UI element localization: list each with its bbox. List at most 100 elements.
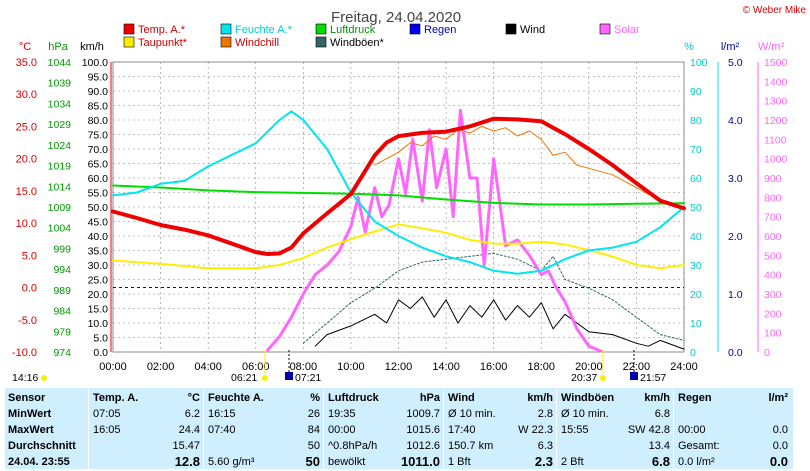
table-cell: 5.60 g/m³ 50 [205,455,325,469]
series-line-feuchte-a [112,110,685,275]
wind-tick-label: 0.0 [93,347,108,359]
legend-label: Windböen* [330,37,385,49]
table-cell-label: Temp. A. [93,392,139,404]
x-tick-label: 22:00 [623,361,651,373]
chart-title: Freitag, 24.04.2020 [331,9,461,26]
axis-unit-label: W/m² [758,41,785,53]
table-cell: 00:00 1015.6 [325,423,445,437]
axis-unit-label: hPa [48,41,68,53]
legend-label: Solar [614,24,640,36]
table-cell-label: Gesamt: [678,440,720,452]
temp-tick-label: 20.0 [16,154,37,166]
rain-tick-label: 0.0 [728,347,743,359]
wind-tick-label: 5.0 [93,333,108,345]
series-line-solar [266,108,603,353]
table-cell-value: 1012.6 [406,440,440,452]
table-header-cell: Feuchte A.% [205,391,325,405]
legend-swatch [505,23,517,35]
x-tick-label: 24:00 [670,361,698,373]
wind-tick-label: 15.0 [88,304,109,316]
table-header-cell: Temp. A. °C [90,391,205,405]
x-tick-label: 12:00 [385,361,413,373]
table-column-separator [323,388,324,469]
table-cell-value: l/m² [768,392,788,404]
wind-tick-label: 60.0 [88,173,109,185]
wind-tick-label: 65.0 [88,159,109,171]
table-cell-label: Wind [448,392,475,404]
solar-tick-label: 1200 [764,115,788,127]
table-cell-label: 15:55 [561,424,589,436]
humidity-tick-label: 40 [690,231,702,243]
x-tick-label: 10:00 [337,361,365,373]
pressure-tick-label: 974 [53,347,71,359]
humidity-tick-label: 90 [690,86,702,98]
table-column-separator [443,388,444,469]
axis-unit-label: % [684,41,694,53]
table-cell-value: 6.8 [654,408,670,420]
table-cell-label: 00:00 [678,424,706,436]
table-cell-label: Ø 10 min. [561,408,609,420]
wind-tick-label: 75.0 [88,130,109,142]
table-cell: 07:05 6.2 [90,407,205,421]
temp-tick-label: -5.0 [18,315,37,327]
legend-label: Luftdruck [330,24,376,36]
pressure-tick-label: 1029 [48,119,72,131]
x-tick-label: 06:00 [242,361,270,373]
table-cell-label: 16:05 [93,424,121,436]
pressure-tick-label: 1044 [48,57,72,69]
temp-tick-label: 30.0 [16,89,37,101]
wind-tick-label: 40.0 [88,231,109,243]
humidity-tick-label: 70 [690,144,702,156]
table-cell-value: 50 [305,454,320,469]
table-cell-value: °C [187,392,200,404]
table-cell-value: 0.0 [769,454,788,469]
legend-label: Temp. A.* [138,24,186,36]
sun-label-sunrise2: 07:21 [295,372,321,384]
solar-tick-label: 300 [764,289,782,301]
table-header-cell: Regen l/m² [675,391,793,405]
wind-tick-label: 45.0 [88,217,109,229]
sun-label-dusk: 21:57 [640,372,666,384]
wind-tick-label: 70.0 [88,144,109,156]
pressure-tick-label: 999 [53,243,71,255]
legend-label: Taupunkt* [138,37,188,49]
table-cell-value: 2.8 [537,408,553,420]
table-cell-label: 07:40 [208,424,236,436]
pressure-tick-label: 1019 [48,161,72,173]
table-cell-value: 1011.0 [400,454,440,469]
table-cell-value: 6.3 [537,440,553,452]
temp-tick-label: 5.0 [22,250,37,262]
x-tick-label: 20:00 [575,361,603,373]
series-line-windböen [302,252,685,344]
table-cell: Gesamt: 0.0 [675,439,793,453]
solar-tick-label: 700 [764,212,782,224]
series-line-taupunkt [112,223,685,270]
table-cell: 16:15 26 [205,407,325,421]
table-column: Feuchte A.% 16:15 26 07:40 84 50 5.60 g/m³ 50 [205,388,325,469]
wind-tick-label: 100.0 [82,57,108,69]
summary-table: Sensor MinWert MaxWert Durchschnitt 24.0… [5,388,793,469]
table-cell-value: 15.47 [172,440,200,452]
table-column: Windböen km/h Ø 10 min. 6.8 15:55 SW 42.8 13.4… [558,388,675,469]
pressure-tick-label: 1004 [48,223,72,235]
humidity-tick-label: 100 [690,57,708,69]
table-cell-value: 13.4 [648,440,670,452]
table-cell-label: Luftdruck [328,392,379,404]
table-cell-value: km/h [644,392,670,404]
table-cell-value: km/h [527,392,553,404]
table-cell-label: 16:15 [208,408,236,420]
x-tick-label: 02:00 [147,361,175,373]
sun-label-sunrise: 06:21 [231,372,257,384]
table-cell-label: 2 Bft [561,456,584,468]
table-cell-label: 19:35 [328,408,356,420]
table-cell-label: 0.0 l/m² [678,456,715,468]
table-cell-value: 1015.6 [406,424,440,436]
solar-tick-label: 500 [764,250,782,262]
wind-tick-label: 25.0 [88,275,109,287]
temp-tick-label: 0.0 [22,283,37,295]
series-line-temp-a [111,116,686,256]
table-cell: 50 [205,439,325,453]
table-cell-value: % [310,392,320,404]
table-column-separator [673,388,674,469]
series-group [111,108,686,353]
